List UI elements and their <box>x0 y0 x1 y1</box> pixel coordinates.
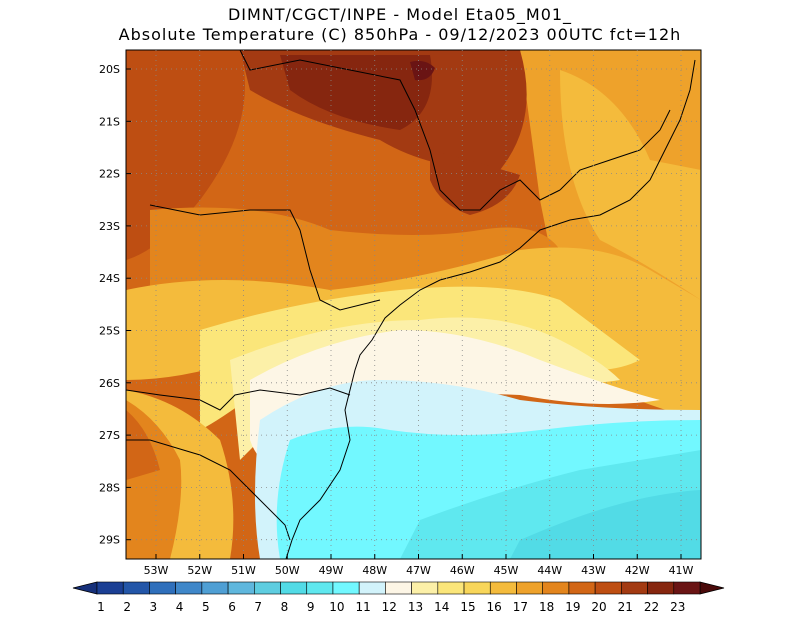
field-darkest-core <box>280 55 432 130</box>
lon-label: 49W <box>319 564 344 577</box>
lon-label: 52W <box>187 564 212 577</box>
colorbar-label: 3 <box>150 600 158 614</box>
colorbar-label: 13 <box>408 600 423 614</box>
border-1 <box>239 50 561 211</box>
border-3 <box>126 387 351 411</box>
lon-label: 45W <box>494 564 519 577</box>
colorbar-swatch <box>411 581 439 595</box>
border-4 <box>126 439 291 541</box>
colorbar-label: 23 <box>670 600 685 614</box>
lat-label: 23S <box>99 220 120 233</box>
colorbar-label: 11 <box>355 600 370 614</box>
lat-label: 22S <box>99 168 120 181</box>
lon-labels: 53W 52W 51W 50W 49W 48W 47W 46W 45W 44W 43W 42W 41W <box>144 564 694 577</box>
field-yellow-belt <box>126 247 701 420</box>
field-pale-yellow <box>200 286 640 430</box>
colorbar-label: 19 <box>565 600 580 614</box>
colorbar-swatch <box>332 581 360 595</box>
border-2 <box>149 204 381 311</box>
colorbar-label: 14 <box>434 600 449 614</box>
lat-label: 21S <box>99 115 120 128</box>
lon-label: 43W <box>581 564 606 577</box>
colorbar-label: 2 <box>123 600 131 614</box>
lon-label: 46W <box>450 564 475 577</box>
colorbar-swatch <box>254 581 281 595</box>
lat-label: 20S <box>99 63 120 76</box>
colorbar: 1 2 3 4 5 6 7 8 9 10 11 12 13 14 15 16 17 18 19 20 21 22 23 <box>72 581 725 614</box>
colorbar-label: 20 <box>591 600 606 614</box>
colorbar-label: 15 <box>460 600 475 614</box>
lon-label: 51W <box>231 564 256 577</box>
colorbar-swatch <box>594 581 622 595</box>
lat-label: 26S <box>99 377 120 390</box>
lat-label: 29S <box>99 534 120 547</box>
map-frame <box>125 49 702 560</box>
colorbar-swatch <box>175 581 203 595</box>
lat-label: 25S <box>99 325 120 338</box>
colorbar-swatch <box>647 581 675 595</box>
colorbar-label: 16 <box>487 600 502 614</box>
field-west-band <box>126 50 245 260</box>
lon-label: 48W <box>362 564 387 577</box>
colorbar-swatch <box>306 581 334 595</box>
colorbar-under-arrow <box>72 581 98 595</box>
colorbar-swatch <box>463 581 491 595</box>
field-east-light <box>560 70 701 300</box>
lat-label: 24S <box>99 272 120 285</box>
lon-label: 53W <box>144 564 169 577</box>
boundaries <box>126 50 696 559</box>
colorbar-swatch <box>280 581 308 595</box>
colorbar-over-arrow <box>699 581 725 595</box>
colorbar-swatch <box>122 581 150 595</box>
colorbar-label: 21 <box>618 600 633 614</box>
colorbar-swatch <box>489 581 517 595</box>
colorbar-label: 8 <box>281 600 289 614</box>
colorbar-label: 4 <box>176 600 184 614</box>
colorbar-label: 6 <box>228 600 236 614</box>
colorbar-swatch <box>201 581 229 595</box>
colorbar-label: 5 <box>202 600 210 614</box>
colorbar-swatch <box>437 581 465 595</box>
colorbar-swatch <box>227 581 255 595</box>
lon-label: 44W <box>537 564 562 577</box>
lat-labels: 20S 21S 22S 23S 24S 25S 26S 27S 28S 29S <box>99 63 120 547</box>
colorbar-swatch <box>673 581 701 595</box>
colorbar-label: 10 <box>329 600 344 614</box>
lon-label: 42W <box>625 564 650 577</box>
title-line-1: DIMNT/CGCT/INPE - Model Eta05_M01_ <box>227 5 573 24</box>
title-line-2: Absolute Temperature (C) 850hPa - 09/12/… <box>118 25 682 44</box>
lon-label: 41W <box>669 564 694 577</box>
colorbar-swatch <box>358 581 386 595</box>
coastline <box>285 59 696 559</box>
gridlines <box>126 50 701 559</box>
lat-label: 27S <box>99 429 120 442</box>
lon-label: 50W <box>275 564 300 577</box>
lat-label: 28S <box>99 481 120 494</box>
lon-label: 47W <box>406 564 431 577</box>
colorbar-label: 18 <box>539 600 554 614</box>
colorbar-swatch <box>568 581 596 595</box>
field-cream <box>250 330 660 470</box>
colorbar-label: 9 <box>307 600 315 614</box>
colorbar-label: 22 <box>644 600 659 614</box>
field-sw-dark <box>126 410 160 480</box>
colorbar-label: 7 <box>254 600 262 614</box>
field-maroon-spot <box>410 60 435 81</box>
colorbar-label: 12 <box>382 600 397 614</box>
colorbar-swatch <box>542 581 570 595</box>
colorbar-label: 17 <box>513 600 528 614</box>
colorbar-swatch <box>96 581 124 595</box>
colorbar-swatch <box>149 581 176 595</box>
colorbar-label: 1 <box>97 600 105 614</box>
colorbar-swatch <box>516 581 543 595</box>
field-cyan-deep <box>510 490 701 559</box>
field-dark-strip <box>430 150 520 215</box>
colorbar-swatch <box>621 581 648 595</box>
colorbar-swatch <box>385 581 412 595</box>
temperature-field <box>126 50 701 559</box>
